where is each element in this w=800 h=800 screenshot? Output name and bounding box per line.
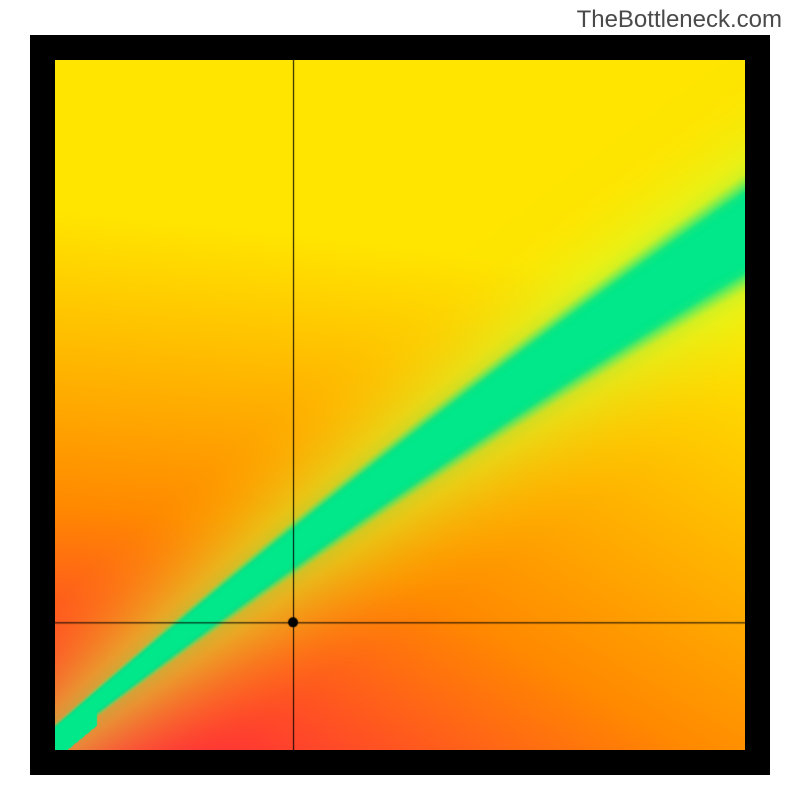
bottleneck-heatmap <box>55 60 745 750</box>
root-container: TheBottleneck.com <box>0 0 800 800</box>
watermark-text: TheBottleneck.com <box>577 6 782 34</box>
chart-border <box>30 35 770 775</box>
